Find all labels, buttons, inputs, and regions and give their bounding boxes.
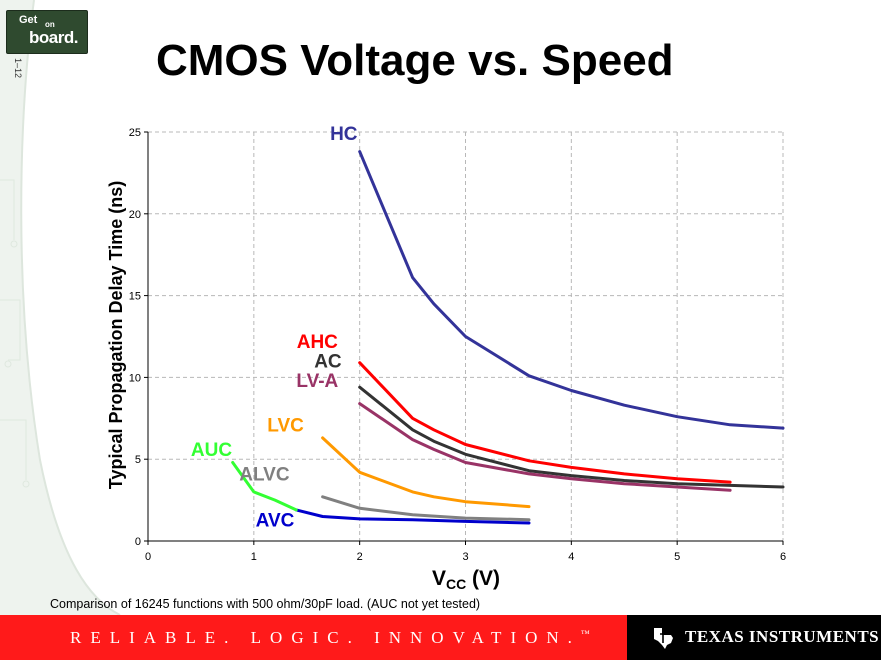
y-axis-label: Typical Propagation Delay Time (ns) [106,181,126,489]
x-axis-label-unit: (V) [466,567,500,590]
texas-state-logo-icon [654,628,673,649]
series-label-alvc: ALVC [239,464,290,485]
y-tick-label-1: 5 [135,454,141,466]
series-label-lv-a: LV-A [296,371,338,392]
footer-bar: RELIABLE. LOGIC. INNOVATION.™ TEXAS INST… [0,615,881,660]
series-line-lvc [321,436,531,509]
y-tick-label-3: 15 [129,291,141,303]
x-axis-label-main: V [432,567,446,590]
series-label-ahc: AHC [297,332,338,353]
footer-tagline-panel: RELIABLE. LOGIC. INNOVATION.™ [0,615,627,660]
x-tick-label-6: 6 [780,551,786,563]
y-tick-label-4: 20 [129,209,141,221]
x-tick-label-5: 5 [674,551,680,563]
x-tick-label-0: 0 [145,551,151,563]
slide-title: CMOS Voltage vs. Speed [156,36,674,85]
y-tick-label-0: 0 [135,536,141,548]
series-line-ahc [358,361,732,484]
x-axis-label-sub: CC [446,576,466,592]
y-tick-label-2: 10 [129,372,141,384]
series-line-avc [294,508,531,525]
x-tick-label-2: 2 [357,551,363,563]
series-label-lvc: LVC [267,415,304,436]
series-line-hc [358,150,785,430]
circuit-board-decoration [0,0,121,615]
series-line-auc [231,461,298,512]
x-tick-label-3: 3 [462,551,468,563]
footer-tagline: RELIABLE. LOGIC. INNOVATION.™ [70,628,590,648]
series-label-auc: AUC [191,440,232,461]
footer-tagline-text: RELIABLE. LOGIC. INNOVATION. [70,628,581,647]
series-line-ac [358,385,785,489]
logo-text-board: board. [29,28,78,47]
chart-tick-labels: 0 1 2 3 4 5 6 0 5 10 15 20 25 [129,127,786,563]
company-name: TEXAS INSTRUMENTS [685,627,880,646]
chart-series [231,150,785,525]
series-label-hc: HC [330,124,358,145]
series-label-ac: AC [314,352,342,373]
series-label-avc: AVC [256,510,295,531]
chart-footnote: Comparison of 16245 functions with 500 o… [50,597,481,611]
footer-tagline-trademark: ™ [580,628,590,639]
chart-axes [144,131,784,545]
x-tick-label-4: 4 [568,551,574,563]
x-axis-label: VCC (V) [432,567,500,592]
footer-company-panel: TEXAS INSTRUMENTS [627,615,881,660]
logo-text-on: on [45,20,55,29]
y-tick-label-5: 25 [129,127,141,139]
x-tick-label-1: 1 [251,551,257,563]
series-line-alvc [321,495,531,522]
get-on-board-logo: Get on board. [6,10,88,54]
series-line-lv-a [358,402,732,492]
logo-text-get: Get [19,14,38,26]
